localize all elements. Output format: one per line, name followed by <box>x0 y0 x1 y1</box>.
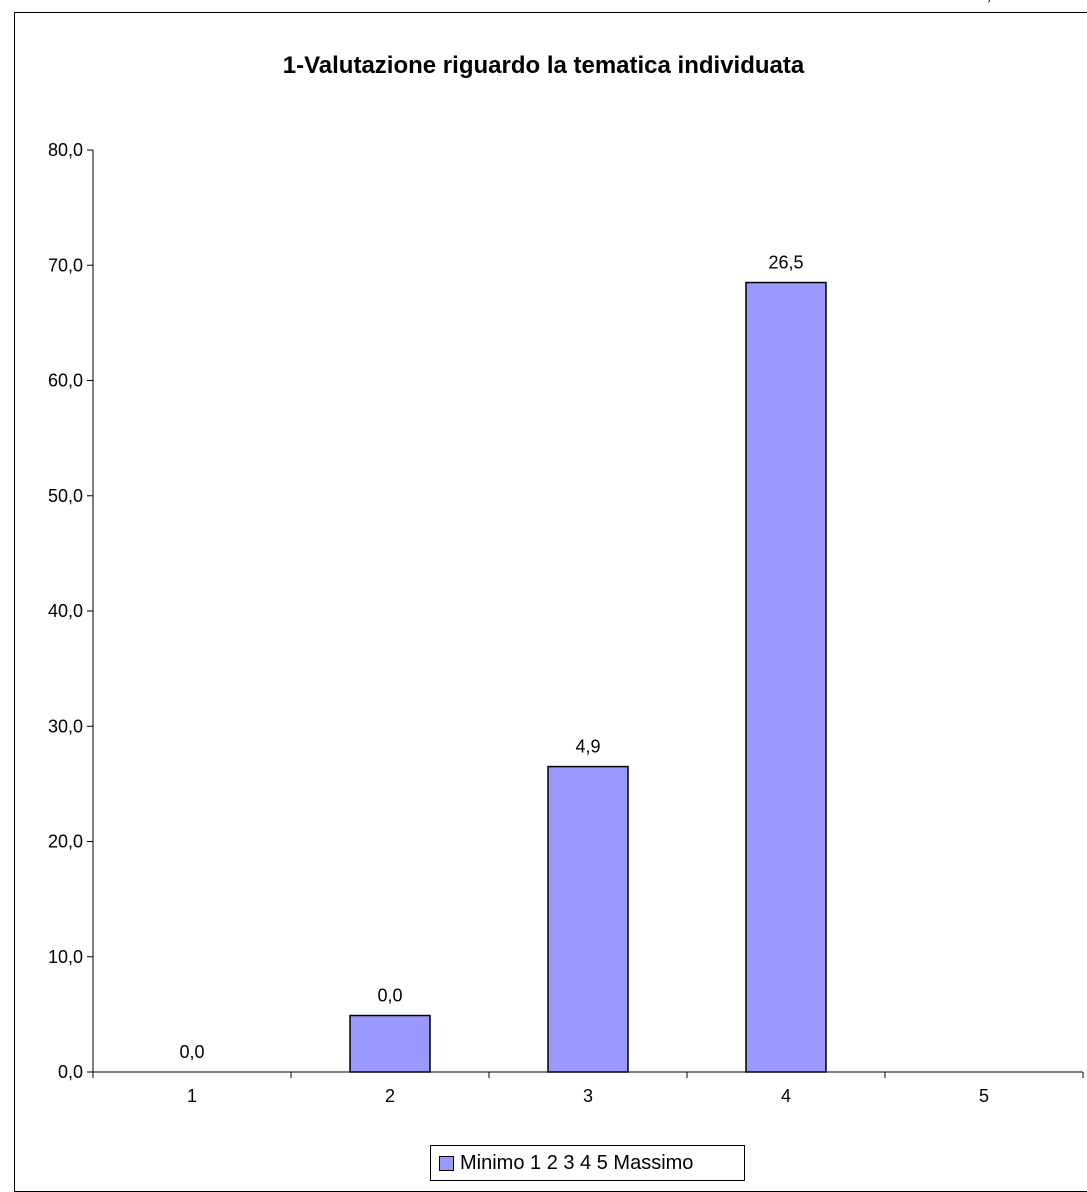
legend-label: Minimo 1 2 3 4 5 Massimo <box>460 1151 694 1174</box>
data-label-1: 0,0 <box>179 1042 204 1062</box>
data-label-5: 68,5 <box>966 0 1001 4</box>
x-tick-label-4: 4 <box>781 1086 791 1106</box>
y-tick-label: 20,0 <box>48 832 83 852</box>
bar-4 <box>745 281 827 1073</box>
x-tick-label-1: 1 <box>187 1086 197 1106</box>
x-tick-label-2: 2 <box>385 1086 395 1106</box>
bar-3 <box>547 765 629 1073</box>
legend-swatch <box>439 1155 454 1171</box>
chart-title: 1-Valutazione riguardo la tematica indiv… <box>282 52 805 79</box>
y-tick-label: 0,0 <box>58 1062 83 1082</box>
y-tick-label: 80,0 <box>48 140 83 160</box>
y-tick-label: 10,0 <box>48 947 83 967</box>
x-tick-label-5: 5 <box>979 1086 989 1106</box>
y-tick-label: 60,0 <box>48 371 83 391</box>
data-label-3: 4,9 <box>575 737 600 757</box>
y-tick-label: 70,0 <box>48 255 83 275</box>
bar-2 <box>349 1014 431 1073</box>
data-label-4: 26,5 <box>768 253 803 273</box>
data-label-2: 0,0 <box>377 986 402 1006</box>
legend: Minimo 1 2 3 4 5 Massimo <box>430 1145 745 1181</box>
y-tick-label: 50,0 <box>48 486 83 506</box>
y-tick-label: 40,0 <box>48 601 83 621</box>
x-tick-label-3: 3 <box>583 1086 593 1106</box>
y-tick-label: 30,0 <box>48 716 83 736</box>
